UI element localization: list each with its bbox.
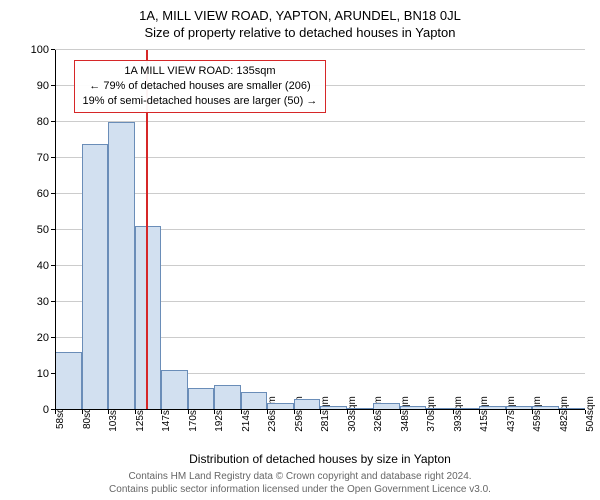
histogram-bar (82, 144, 109, 410)
x-tick-mark (532, 410, 533, 414)
x-axis-label: Distribution of detached houses by size … (189, 452, 451, 466)
gridline (55, 121, 585, 122)
histogram-bar (241, 392, 268, 410)
x-tick-mark (267, 410, 268, 414)
y-tick-label: 100 (31, 44, 49, 56)
x-tick-mark (426, 410, 427, 414)
gridline (55, 49, 585, 50)
x-tick-label: 415sqm (479, 396, 490, 432)
x-axis-line (55, 409, 585, 410)
x-tick-label: 393sqm (453, 396, 464, 432)
y-tick-label: 80 (37, 116, 49, 128)
x-tick-mark (188, 410, 189, 414)
x-tick-mark (108, 410, 109, 414)
x-tick-mark (135, 410, 136, 414)
x-tick-mark (585, 410, 586, 414)
x-tick-mark (55, 410, 56, 414)
gridline (55, 193, 585, 194)
plot-region: 010203040506070809010058sqm80sqm103sqm12… (55, 50, 585, 410)
y-axis-line (55, 50, 56, 410)
x-tick-mark (400, 410, 401, 414)
x-tick-label: 326sqm (373, 396, 384, 432)
footer-attribution: Contains HM Land Registry data © Crown c… (0, 470, 600, 496)
x-tick-mark (294, 410, 295, 414)
x-tick-label: 482sqm (559, 396, 570, 432)
x-tick-label: 459sqm (532, 396, 543, 432)
y-tick-label: 30 (37, 296, 49, 308)
x-tick-mark (161, 410, 162, 414)
footer-line-2: Contains public sector information licen… (0, 483, 600, 496)
y-tick-label: 70 (37, 152, 49, 164)
footer-line-1: Contains HM Land Registry data © Crown c… (0, 470, 600, 483)
x-tick-mark (241, 410, 242, 414)
x-tick-label: 370sqm (426, 396, 437, 432)
annotation-line: 1A MILL VIEW ROAD: 135sqm (83, 64, 318, 79)
y-tick-label: 40 (37, 260, 49, 272)
x-tick-label: 504sqm (585, 396, 596, 432)
histogram-bar (214, 385, 241, 410)
y-tick-label: 10 (37, 368, 49, 380)
x-tick-label: 348sqm (400, 396, 411, 432)
x-tick-label: 236sqm (267, 396, 278, 432)
histogram-bar (108, 122, 135, 410)
y-tick-label: 60 (37, 188, 49, 200)
x-tick-label: 281sqm (320, 396, 331, 432)
x-tick-mark (559, 410, 560, 414)
y-tick-label: 50 (37, 224, 49, 236)
x-tick-mark (214, 410, 215, 414)
y-tick-label: 20 (37, 332, 49, 344)
chart-area: Number of detached properties Distributi… (55, 50, 585, 410)
histogram-bar (55, 352, 82, 410)
y-tick-label: 90 (37, 80, 49, 92)
x-tick-mark (347, 410, 348, 414)
x-tick-label: 303sqm (347, 396, 358, 432)
gridline (55, 157, 585, 158)
annotation-line: ← 79% of detached houses are smaller (20… (83, 79, 318, 94)
title-sub: Size of property relative to detached ho… (0, 23, 600, 40)
histogram-bar (135, 226, 162, 410)
x-tick-mark (373, 410, 374, 414)
x-tick-mark (506, 410, 507, 414)
annotation-box: 1A MILL VIEW ROAD: 135sqm← 79% of detach… (74, 60, 327, 113)
title-main: 1A, MILL VIEW ROAD, YAPTON, ARUNDEL, BN1… (0, 0, 600, 23)
annotation-line: 19% of semi-detached houses are larger (… (83, 94, 318, 109)
x-tick-mark (320, 410, 321, 414)
histogram-bar (188, 388, 215, 410)
x-tick-label: 437sqm (506, 396, 517, 432)
x-tick-mark (479, 410, 480, 414)
y-tick-label: 0 (43, 404, 49, 416)
histogram-bar (161, 370, 188, 410)
x-tick-mark (82, 410, 83, 414)
x-tick-mark (453, 410, 454, 414)
